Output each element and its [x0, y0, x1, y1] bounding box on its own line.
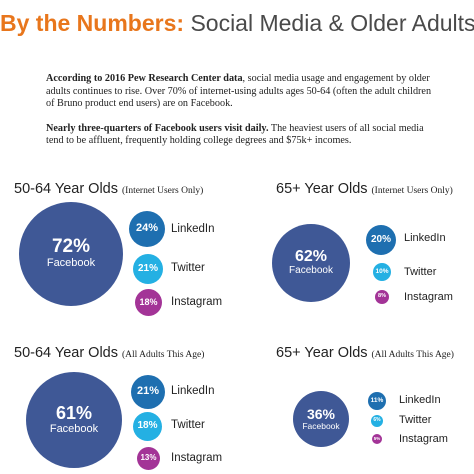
- twitter-label: Twitter: [404, 266, 437, 278]
- intro-paragraph-2: Nearly three-quarters of Facebook users …: [46, 123, 436, 148]
- instagram-label: Instagram: [399, 433, 448, 445]
- facebook-percent: 36%: [306, 405, 336, 422]
- title-rest: Social Media & Older Adults: [190, 10, 474, 36]
- facebook-label: Facebook: [49, 422, 99, 435]
- linkedin-percent: 11%: [370, 396, 384, 404]
- panel-age-label: 65+ Year Olds: [276, 345, 368, 361]
- instagram-label: Instagram: [404, 291, 453, 303]
- facebook-bubble: 72% Facebook: [19, 202, 123, 306]
- linkedin-percent: 24%: [135, 222, 159, 235]
- intro-p1-text: , social media usage and engagement by o…: [46, 73, 432, 110]
- twitter-label: Twitter: [399, 414, 432, 426]
- facebook-percent: 62%: [294, 247, 328, 265]
- facebook-bubble: 61% Facebook: [26, 372, 122, 468]
- twitter-bubble: 18%: [133, 412, 162, 441]
- linkedin-bubble: 24%: [129, 211, 165, 247]
- intro-p1-bold: According to 2016 Pew Research Center da…: [46, 73, 243, 84]
- facebook-percent: 72%: [51, 236, 91, 258]
- intro-text: According to 2016 Pew Research Center da…: [46, 73, 436, 160]
- linkedin-label: LinkedIn: [399, 394, 441, 406]
- instagram-bubble: 8%: [375, 290, 389, 304]
- facebook-bubble: 62% Facebook: [272, 224, 350, 302]
- facebook-label: Facebook: [46, 257, 96, 270]
- panel-scope-label: (Internet Users Only): [371, 186, 453, 196]
- twitter-bubble: 10%: [373, 263, 391, 281]
- panel-scope-label: (Internet Users Only): [122, 186, 204, 196]
- panel-title: 65+ Year Olds (Internet Users Only): [276, 180, 453, 198]
- instagram-label: Instagram: [171, 452, 223, 464]
- panel-scope-label: (All Adults This Age): [371, 350, 454, 360]
- facebook-percent: 61%: [55, 402, 93, 423]
- facebook-label: Facebook: [289, 265, 333, 277]
- linkedin-percent: 20%: [370, 233, 391, 245]
- linkedin-label: LinkedIn: [404, 232, 446, 244]
- intro-paragraph-1: According to 2016 Pew Research Center da…: [46, 73, 436, 111]
- panel-title: 50-64 Year Olds (All Adults This Age): [14, 344, 204, 362]
- intro-p2-text: The heaviest users of all social media t…: [46, 122, 424, 147]
- facebook-label: Facebook: [302, 421, 340, 432]
- instagram-label: Instagram: [171, 296, 223, 308]
- intro-p2-bold: Nearly three-quarters of Facebook users …: [46, 122, 269, 134]
- twitter-bubble: 21%: [133, 254, 163, 284]
- instagram-bubble: 5%: [372, 434, 382, 444]
- panel-scope-label: (All Adults This Age): [122, 350, 205, 360]
- panel-title: 50-64 Year Olds (Internet Users Only): [14, 180, 203, 198]
- linkedin-label: LinkedIn: [171, 223, 215, 235]
- facebook-bubble: 36% Facebook: [293, 391, 349, 447]
- twitter-percent: 18%: [137, 420, 158, 432]
- instagram-percent: 13%: [140, 453, 157, 463]
- twitter-label: Twitter: [171, 419, 205, 431]
- twitter-label: Twitter: [171, 262, 205, 274]
- twitter-percent: 10%: [375, 267, 389, 275]
- page-title: By the Numbers: Social Media & Older Adu…: [0, 8, 474, 38]
- twitter-percent: 6%: [373, 417, 381, 424]
- linkedin-bubble: 21%: [131, 375, 165, 409]
- twitter-percent: 21%: [137, 262, 158, 274]
- linkedin-label: LinkedIn: [171, 385, 215, 397]
- instagram-bubble: 13%: [137, 447, 160, 470]
- instagram-percent: 8%: [378, 293, 386, 300]
- instagram-percent: 5%: [373, 435, 381, 441]
- panel-title: 65+ Year Olds (All Adults This Age): [276, 344, 454, 362]
- twitter-bubble: 6%: [371, 415, 383, 427]
- linkedin-percent: 21%: [136, 385, 160, 398]
- title-highlight: By the Numbers:: [0, 10, 185, 36]
- instagram-bubble: 18%: [135, 289, 162, 316]
- instagram-percent: 18%: [139, 296, 158, 307]
- panel-age-label: 65+ Year Olds: [276, 181, 368, 197]
- panel-age-label: 50-64 Year Olds: [14, 345, 118, 361]
- linkedin-bubble: 20%: [366, 225, 396, 255]
- panel-age-label: 50-64 Year Olds: [14, 181, 118, 197]
- linkedin-bubble: 11%: [368, 392, 386, 410]
